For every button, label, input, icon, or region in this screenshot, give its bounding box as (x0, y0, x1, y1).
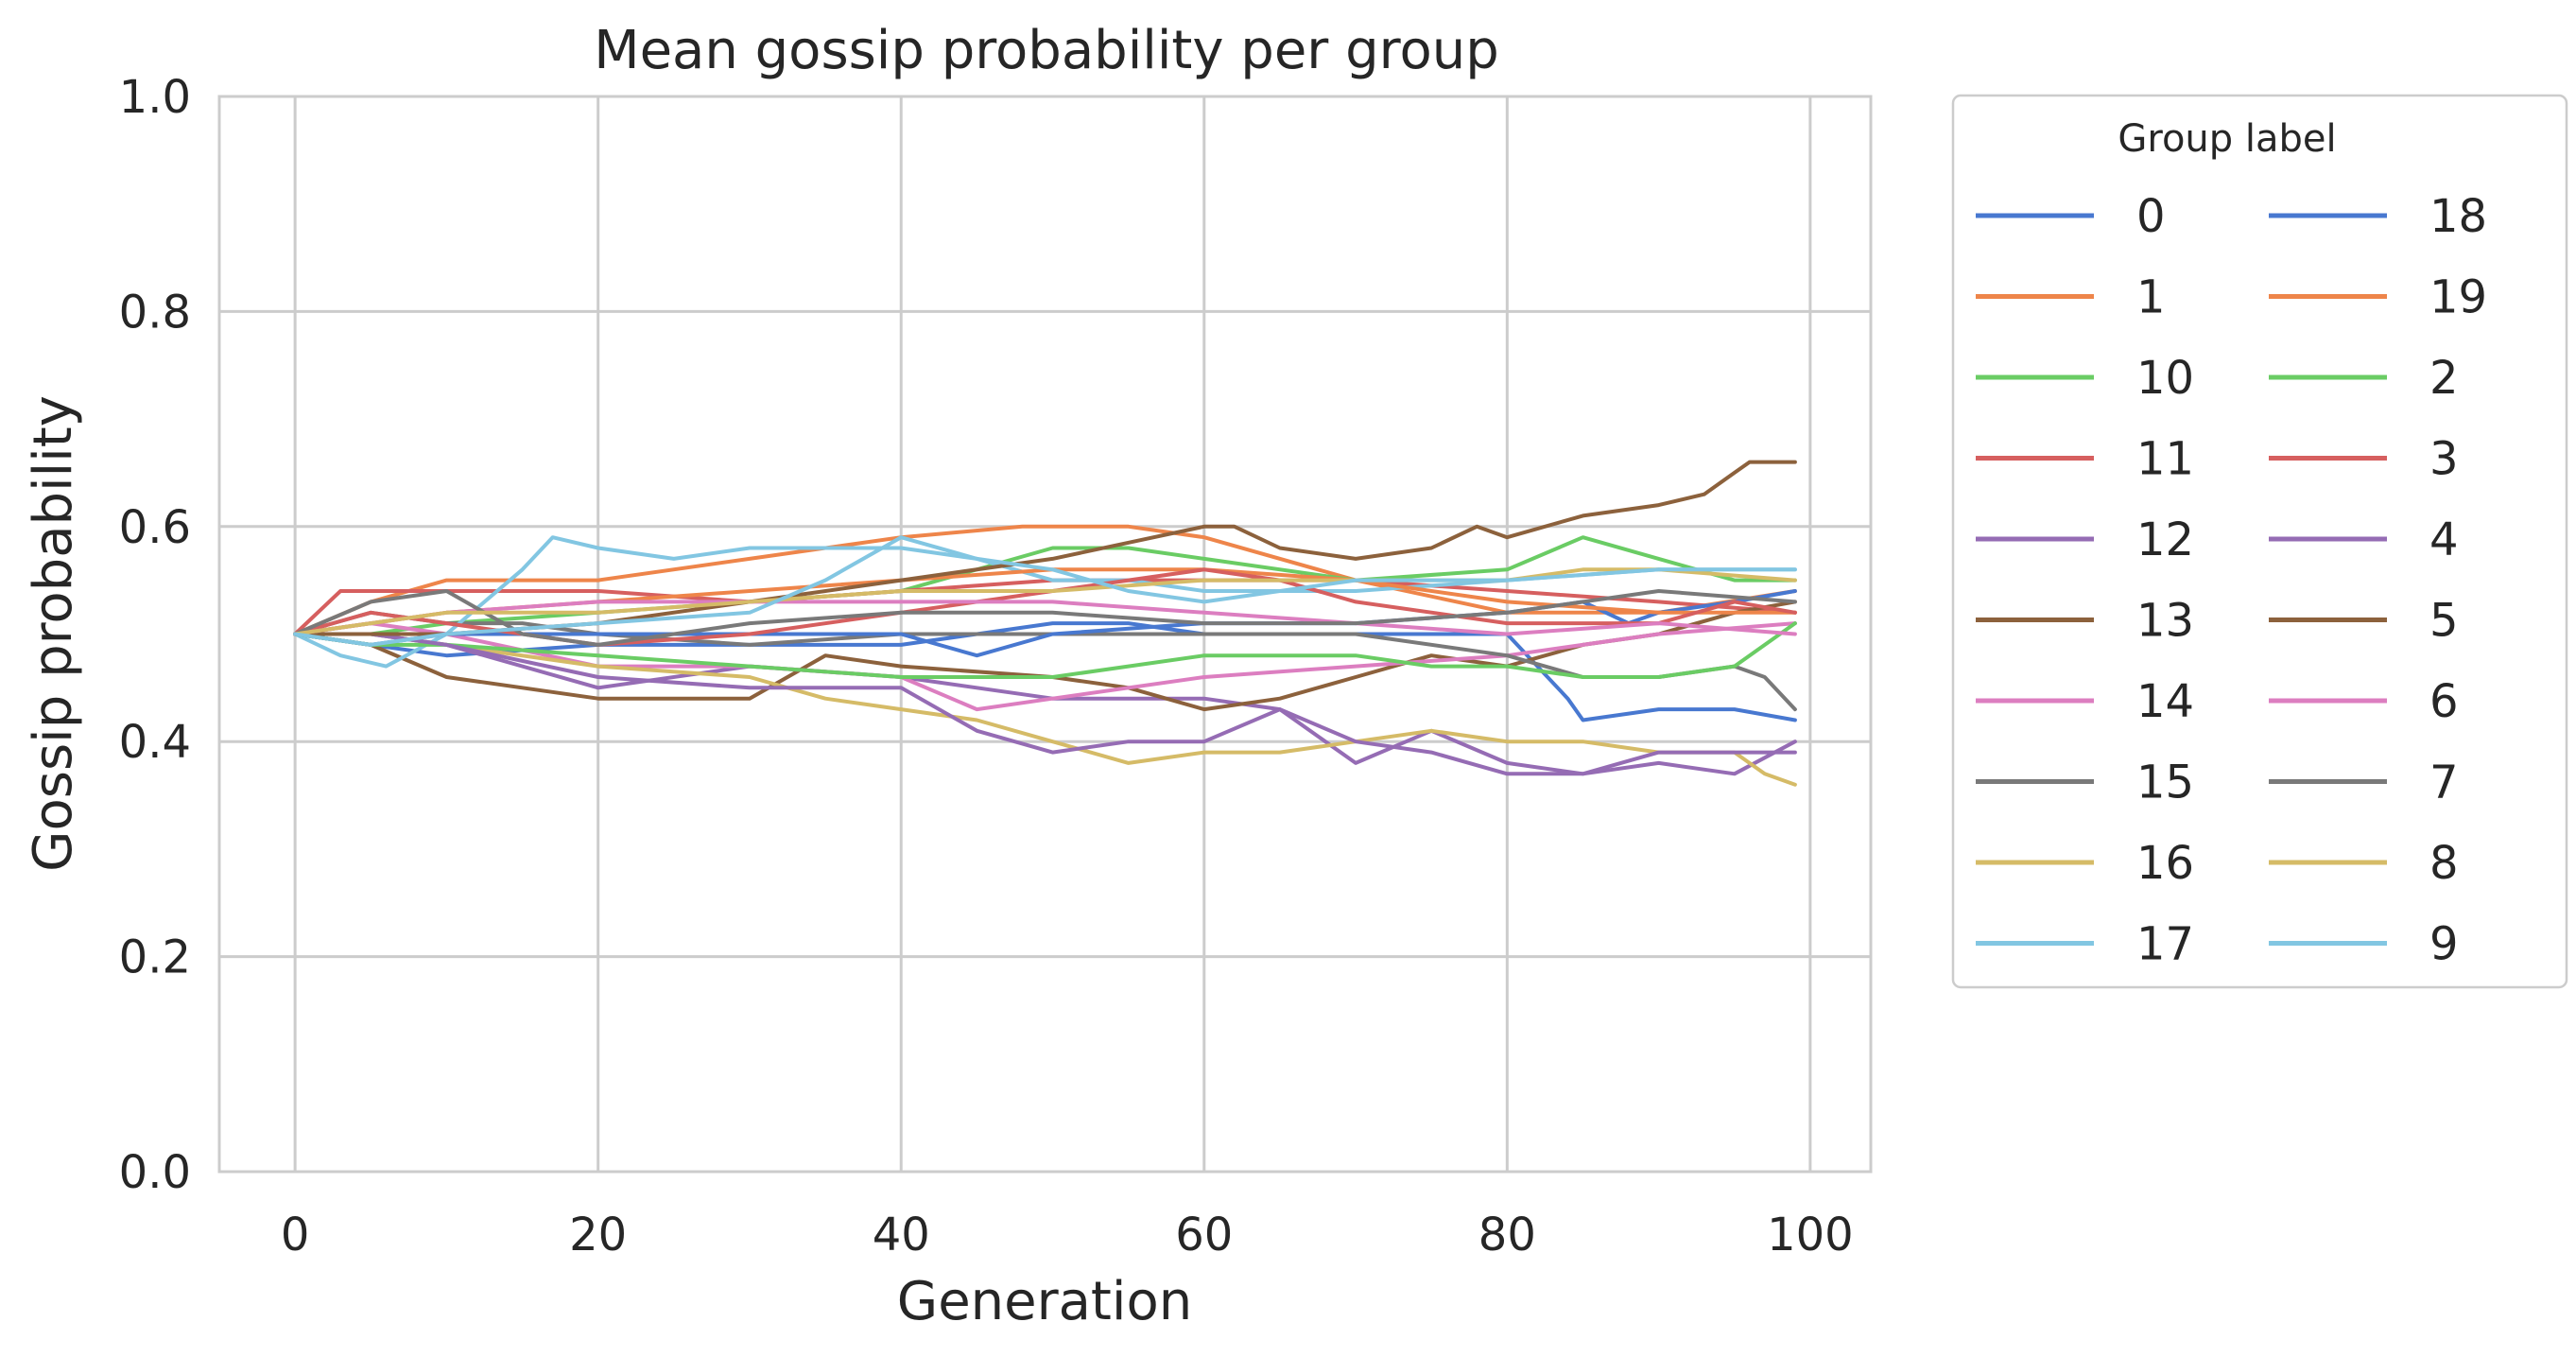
legend-title: Group label (2118, 117, 2336, 161)
series-line-16 (293, 632, 1797, 787)
legend-item: 2 (2269, 352, 2459, 405)
legend-item: 7 (2269, 757, 2459, 809)
x-tick-label: 80 (1478, 1209, 1536, 1261)
y-tick-label: 0.6 (119, 501, 191, 554)
y-tick-label: 0.0 (119, 1146, 191, 1199)
legend-label: 17 (2136, 918, 2194, 971)
legend-label: 3 (2429, 433, 2459, 486)
legend-label: 8 (2429, 837, 2459, 890)
x-tick-label: 60 (1175, 1209, 1233, 1261)
series-line-11 (293, 578, 1797, 636)
series-line-0 (293, 621, 1797, 722)
legend-item: 19 (2269, 271, 2487, 324)
legend: Group label 0 1 10 11 12 13 14 15 16 17 18 19 2 3 4 5 6 7… (1951, 94, 2568, 989)
legend-label: 6 (2429, 675, 2459, 728)
plot-frame (217, 95, 1873, 1174)
legend-label: 13 (2136, 595, 2194, 648)
x-axis-label: Generation (897, 1271, 1192, 1332)
legend-item: 4 (2269, 513, 2459, 566)
series-line-2 (293, 621, 1797, 679)
y-tick-label: 0.8 (119, 286, 191, 339)
legend-item: 8 (2269, 837, 2459, 890)
legend-label: 12 (2136, 513, 2194, 566)
legend-entries: 0 1 10 11 12 13 14 15 16 17 18 19 2 3 4 5 6 7 8 9 (1976, 190, 2487, 971)
series-layer (293, 460, 1797, 787)
legend-label: 18 (2429, 190, 2487, 243)
legend-item: 18 (2269, 190, 2487, 243)
legend-item: 1 (1976, 271, 2166, 324)
legend-label: 5 (2429, 595, 2459, 648)
legend-item: 15 (1976, 757, 2194, 809)
y-tick-label: 1.0 (119, 71, 191, 124)
legend-label: 19 (2429, 271, 2487, 324)
tick-labels: 0 20 40 60 80 100 0.0 0.2 0.4 0.6 0.8 1.0 (119, 71, 1854, 1261)
legend-item: 10 (1976, 352, 2194, 405)
x-tick-label: 20 (569, 1209, 627, 1261)
legend-item: 11 (1976, 433, 2194, 486)
legend-item: 16 (1976, 837, 2194, 890)
legend-label: 10 (2136, 352, 2194, 405)
legend-label: 0 (2136, 190, 2166, 243)
legend-item: 17 (1976, 918, 2194, 971)
legend-label: 7 (2429, 757, 2459, 809)
legend-label: 14 (2136, 675, 2194, 728)
legend-label: 1 (2136, 271, 2166, 324)
legend-item: 0 (1976, 190, 2166, 243)
series-line-7 (293, 589, 1797, 647)
legend-label: 16 (2136, 837, 2194, 890)
legend-item: 13 (1976, 595, 2194, 648)
series-line-4 (293, 632, 1797, 776)
legend-item: 9 (2269, 918, 2459, 971)
legend-item: 6 (2269, 675, 2459, 728)
chart-title: Mean gossip probability per group (594, 20, 1499, 81)
legend-item: 3 (2269, 433, 2459, 486)
x-tick-label: 40 (873, 1209, 930, 1261)
legend-frame (1951, 94, 2568, 989)
x-tick-label: 100 (1767, 1209, 1854, 1261)
legend-label: 15 (2136, 757, 2194, 809)
series-line-17 (293, 535, 1797, 669)
legend-label: 9 (2429, 918, 2459, 971)
legend-item: 5 (2269, 595, 2459, 648)
y-tick-label: 0.4 (119, 716, 191, 769)
y-tick-label: 0.2 (119, 931, 191, 984)
series-line-10 (293, 535, 1797, 636)
legend-item: 14 (1976, 675, 2194, 728)
x-tick-label: 0 (281, 1209, 310, 1261)
series-line-8 (293, 567, 1797, 636)
legend-label: 2 (2429, 352, 2459, 405)
y-axis-label: Gossip probability (23, 395, 84, 872)
legend-label: 4 (2429, 513, 2459, 566)
legend-label: 11 (2136, 433, 2194, 486)
legend-item: 12 (1976, 513, 2194, 566)
series-line-9 (293, 535, 1797, 647)
